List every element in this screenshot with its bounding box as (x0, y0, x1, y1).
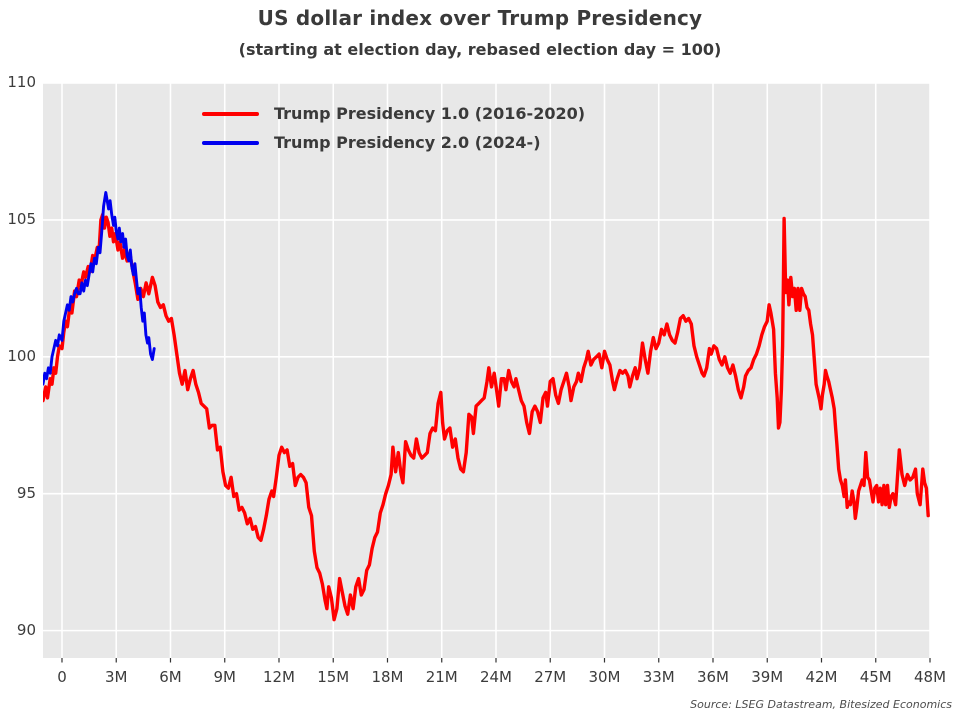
plot-area (43, 83, 930, 658)
series-line-0 (43, 212, 930, 622)
series-line-1 (43, 191, 156, 386)
